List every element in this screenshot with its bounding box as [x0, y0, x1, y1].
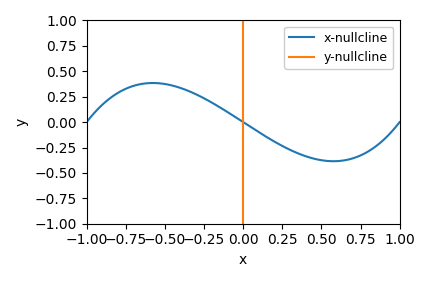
x-nullcline [397, 120, 402, 124]
X-axis label: x: x [239, 253, 247, 267]
x-nullcline [84, 120, 89, 124]
x-nullcline [235, 117, 240, 120]
Legend: x-nullcline, y-nullcline: x-nullcline, y-nullcline [284, 27, 393, 69]
x-nullcline [342, 159, 347, 162]
x-nullcline [233, 116, 239, 119]
Line: x-nullcline: x-nullcline [87, 83, 399, 161]
y-nullcline [240, 19, 246, 22]
x-nullcline [331, 160, 336, 163]
Y-axis label: y: y [15, 118, 29, 126]
x-nullcline [271, 139, 276, 143]
y-nullcline [240, 120, 246, 124]
x-nullcline [391, 128, 396, 131]
x-nullcline [150, 81, 155, 85]
x-nullcline [254, 129, 259, 133]
